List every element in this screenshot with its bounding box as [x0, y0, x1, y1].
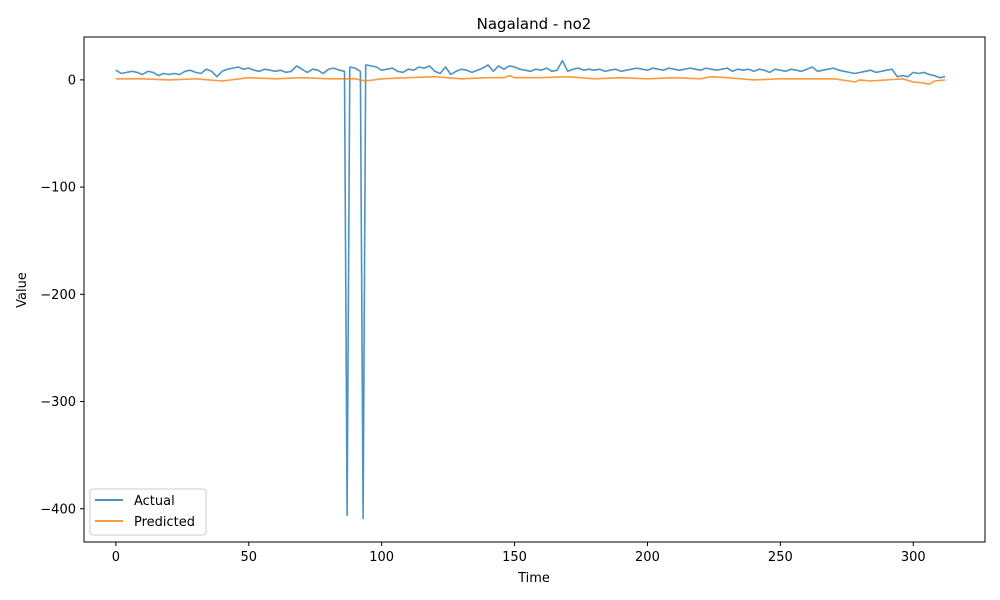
legend: Actual Predicted — [89, 488, 207, 536]
plot-frame — [83, 36, 986, 543]
x-tick-label: 200 — [635, 550, 660, 565]
x-tick-label: 250 — [768, 550, 793, 565]
x-tick-label: 150 — [502, 550, 527, 565]
x-tick-label: 100 — [369, 550, 394, 565]
plot-area — [115, 59, 946, 520]
y-tick-label: −200 — [40, 288, 76, 303]
y-tick-label: 0 — [68, 73, 76, 88]
series-line-predicted — [115, 74, 946, 85]
y-tick-label: −300 — [40, 395, 76, 410]
x-tick-label: 50 — [241, 550, 258, 565]
legend-label-actual: Actual — [134, 494, 175, 509]
x-axis: 0 50 100 150 200 250 300 — [112, 542, 926, 565]
y-tick-label: −400 — [40, 502, 76, 517]
y-tick-label: −100 — [40, 181, 76, 196]
x-tick-label: 300 — [901, 550, 926, 565]
y-axis-title: Value — [15, 272, 30, 308]
x-axis-title: Time — [517, 571, 550, 586]
x-tick-label: 0 — [112, 550, 120, 565]
y-axis: 0 −100 −200 −300 −400 — [40, 73, 84, 517]
chart-title: Nagaland - no2 — [477, 15, 592, 33]
series-line-actual — [115, 59, 946, 520]
legend-label-predicted: Predicted — [134, 515, 195, 530]
